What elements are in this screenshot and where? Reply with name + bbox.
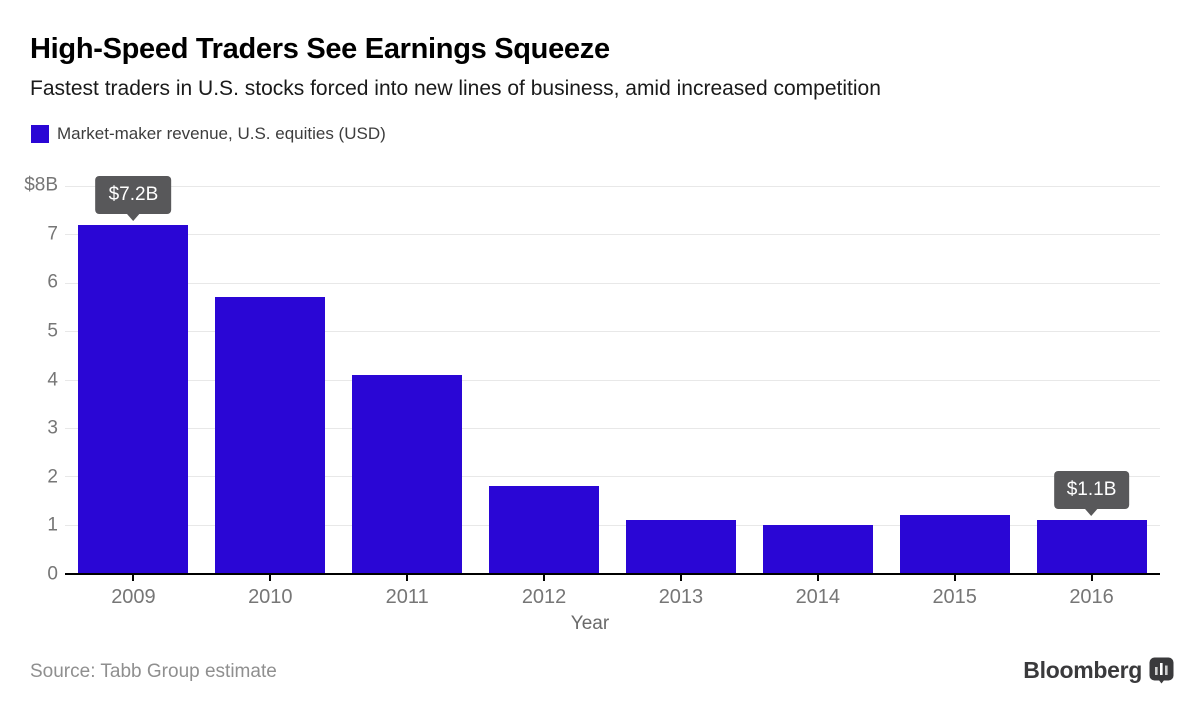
y-tick-label: 3	[47, 417, 58, 439]
y-tick-label: $8B	[24, 174, 58, 196]
bar-2011	[352, 374, 463, 573]
plot-area: $7.2B $1.1B	[65, 175, 1160, 581]
bar-2015	[899, 514, 1010, 573]
x-tick-label-2015: 2015	[932, 586, 977, 608]
gridline-6	[65, 282, 1160, 284]
x-tick-mark	[543, 575, 546, 581]
gridline-2	[65, 476, 1160, 478]
x-tick-label-2011: 2011	[385, 586, 429, 608]
bar-2009	[78, 224, 189, 573]
x-tick-label-2014: 2014	[795, 586, 841, 608]
gridline-7	[65, 234, 1160, 236]
value-callout-2016: $1.1B	[1053, 470, 1130, 509]
gridline-5	[65, 331, 1160, 333]
bar-2014	[762, 524, 873, 573]
y-tick-label: 6	[47, 271, 58, 293]
gridline-1	[65, 524, 1160, 526]
x-tick-label-2009: 2009	[111, 586, 156, 608]
x-tick-mark	[132, 575, 135, 581]
y-tick-label: 5	[47, 320, 58, 342]
bloomberg-icon	[1149, 657, 1174, 684]
x-tick-mark	[679, 575, 682, 581]
bloomberg-logo: Bloomberg	[1023, 657, 1174, 684]
source-note: Source: Tabb Group estimate	[30, 661, 277, 682]
bar-2010	[215, 297, 326, 573]
x-tick-mark	[269, 575, 272, 581]
x-tick-label-2013: 2013	[658, 586, 704, 608]
value-callout-2009: $7.2B	[95, 175, 172, 214]
y-tick-label: 0	[47, 563, 58, 585]
y-tick-label: 4	[47, 369, 58, 391]
x-tick-mark	[953, 575, 956, 581]
bar-2016	[1036, 519, 1147, 573]
x-tick-mark	[1090, 575, 1093, 581]
y-tick-label: 1	[47, 514, 58, 536]
y-tick-label: 2	[47, 466, 58, 488]
y-tick-label: 7	[47, 223, 58, 245]
gridline-4	[65, 379, 1160, 381]
x-tick-label-2016: 2016	[1069, 586, 1114, 608]
x-axis-labels: 2009 2010 2011 2012 2013 2014 2015 2016	[65, 586, 1160, 610]
legend: Market-maker revenue, U.S. equities (USD…	[31, 124, 386, 144]
legend-swatch	[31, 125, 49, 143]
page-subtitle: Fastest traders in U.S. stocks forced in…	[30, 77, 881, 100]
bar-2013	[625, 519, 736, 573]
x-tick-label-2012: 2012	[521, 586, 567, 608]
bar-2012	[489, 485, 600, 573]
page-title: High-Speed Traders See Earnings Squeeze	[30, 33, 610, 65]
x-axis-title: Year	[570, 613, 610, 634]
legend-label: Market-maker revenue, U.S. equities (USD…	[57, 124, 386, 143]
gridline-3	[65, 427, 1160, 429]
gridline-8	[65, 186, 1160, 187]
x-tick-mark	[816, 575, 819, 581]
bloomberg-wordmark: Bloomberg	[1023, 657, 1142, 683]
x-tick-label-2010: 2010	[248, 586, 293, 608]
x-tick-mark	[406, 575, 409, 581]
y-axis-labels: $8B 7 6 5 4 3 2 1 0	[0, 175, 58, 585]
